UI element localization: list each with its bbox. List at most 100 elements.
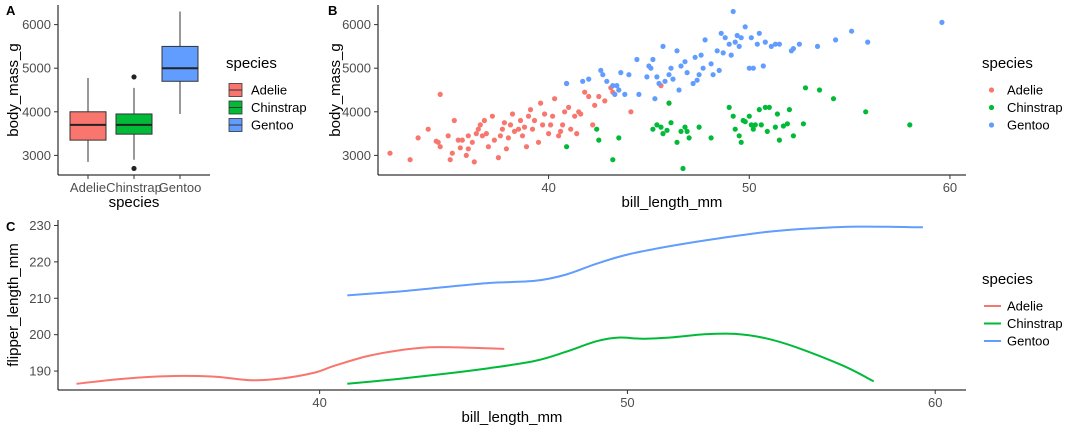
panel-tag-c: C (6, 219, 16, 234)
scatter-point-adelie (469, 139, 475, 145)
scatter-point-chinstrap (596, 137, 602, 143)
c-x-axis-title: bill_length_mm (462, 409, 563, 426)
scatter-point-chinstrap (660, 131, 666, 137)
scatter-point-adelie (535, 139, 542, 145)
scatter-point-adelie (491, 137, 497, 143)
scatter-point-gentoo (656, 80, 662, 87)
scatter-point-gentoo (660, 43, 666, 50)
scatter-point-adelie (471, 159, 477, 165)
scatter-point-chinstrap (564, 144, 570, 150)
scatter-point-chinstrap (654, 122, 660, 128)
scatter-point-chinstrap (726, 104, 732, 110)
scatter-point-adelie (527, 107, 534, 113)
scatter-point-chinstrap (830, 96, 837, 102)
scatter-point-gentoo (634, 56, 640, 63)
scatter-point-gentoo (748, 35, 754, 41)
scatter-point-adelie (485, 144, 491, 150)
scatter-point-chinstrap (664, 127, 670, 133)
scatter-point-gentoo (754, 41, 760, 47)
scatter-point-gentoo (718, 30, 724, 36)
scatter-point-adelie (407, 157, 413, 163)
scatter-point-adelie (449, 150, 455, 156)
c-y-tick-label: 210 (29, 291, 51, 306)
scatter-point-chinstrap (816, 87, 823, 93)
scatter-point-gentoo (684, 70, 690, 76)
scatter-point-gentoo (598, 67, 604, 73)
scatter-point-adelie (582, 89, 588, 95)
scatter-point-adelie (531, 117, 538, 124)
scatter-point-chinstrap (696, 124, 702, 130)
scatter-point-chinstrap (774, 111, 781, 117)
smooth-line-adelie (76, 346, 505, 385)
scatter-point-gentoo (750, 65, 756, 71)
scatter-point-adelie (538, 100, 544, 106)
b-legend-key (988, 87, 995, 93)
scatter-point-gentoo (586, 76, 592, 82)
scatter-point-adelie (568, 126, 574, 132)
b-x-tick-label: 40 (541, 180, 555, 195)
box-adelie (69, 111, 107, 141)
scatter-point-chinstrap (802, 85, 809, 91)
scatter-point-gentoo (670, 76, 676, 82)
scatter-point-gentoo (690, 80, 696, 87)
scatter-point-adelie (489, 113, 495, 119)
scatter-point-gentoo (676, 87, 682, 93)
scatter-point-gentoo (698, 52, 704, 58)
c-x-tick-label: 60 (928, 395, 942, 410)
scatter-point-chinstrap (750, 126, 756, 132)
scatter-point-chinstrap (766, 104, 772, 110)
b-legend-label-chinstrap: Chinstrap (1007, 100, 1063, 115)
box-gentoo (161, 45, 199, 82)
scatter-point-gentoo (756, 30, 762, 36)
scatter-point-adelie (415, 135, 421, 141)
scatter-point-gentoo (720, 50, 726, 56)
scatter-point-gentoo (564, 80, 570, 87)
scatter-point-chinstrap (736, 133, 742, 139)
scatter-point-gentoo (708, 61, 714, 67)
b-x-tick-label: 60 (943, 180, 957, 195)
scatter-point-chinstrap (776, 137, 783, 143)
scatter-point-chinstrap (732, 126, 738, 132)
scatter-point-adelie (572, 113, 578, 119)
b-x-axis-title: bill_length_mm (622, 194, 723, 211)
scatter-point-gentoo (692, 54, 698, 60)
scatter-point-chinstrap (786, 107, 793, 113)
scatter-point-gentoo (650, 56, 656, 63)
panel-tag-b: B (328, 3, 337, 18)
b-y-tick-label: 5000 (342, 61, 371, 76)
scatter-point-adelie (435, 139, 441, 145)
scatter-point-gentoo (865, 39, 871, 45)
scatter-point-chinstrap (666, 100, 672, 106)
scatter-point-gentoo (644, 74, 650, 80)
panel-b-scatter: 3000 4000 5000 6000 40 50 60 bill_length_mm body… (327, 5, 1063, 211)
scatter-point-chinstrap (684, 128, 690, 134)
b-x-tick-label: 50 (742, 180, 756, 195)
scatter-point-adelie (578, 111, 584, 117)
scatter-point-chinstrap (756, 107, 762, 113)
scatter-point-gentoo (678, 63, 684, 69)
scatter-point-gentoo (722, 35, 728, 41)
scatter-point-adelie (590, 122, 596, 128)
scatter-point-adelie (515, 126, 522, 132)
scatter-point-adelie (562, 109, 568, 115)
scatter-point-adelie (560, 122, 566, 128)
scatter-point-adelie (596, 93, 602, 100)
scatter-point-gentoo (612, 91, 618, 97)
scatter-point-chinstrap (758, 122, 764, 128)
scatter-point-chinstrap (680, 165, 686, 172)
scatter-point-adelie (425, 126, 431, 132)
scatter-point-adelie (479, 133, 485, 139)
scatter-point-gentoo (702, 37, 708, 43)
scatter-point-gentoo (849, 28, 855, 34)
scatter-point-adelie (628, 109, 634, 115)
a-legend-label-chinstrap: Chinstrap (251, 100, 307, 115)
scatter-point-gentoo (776, 41, 783, 47)
scatter-point-gentoo (674, 48, 680, 54)
scatter-point-gentoo (668, 65, 674, 71)
panel-tag-a: A (6, 3, 16, 18)
scatter-point-adelie (437, 91, 443, 97)
panel-c-lines: 190 200 210 220 230 40 50 60 bill_length_mm flipp… (5, 218, 1063, 426)
scatter-point-adelie (542, 111, 548, 117)
